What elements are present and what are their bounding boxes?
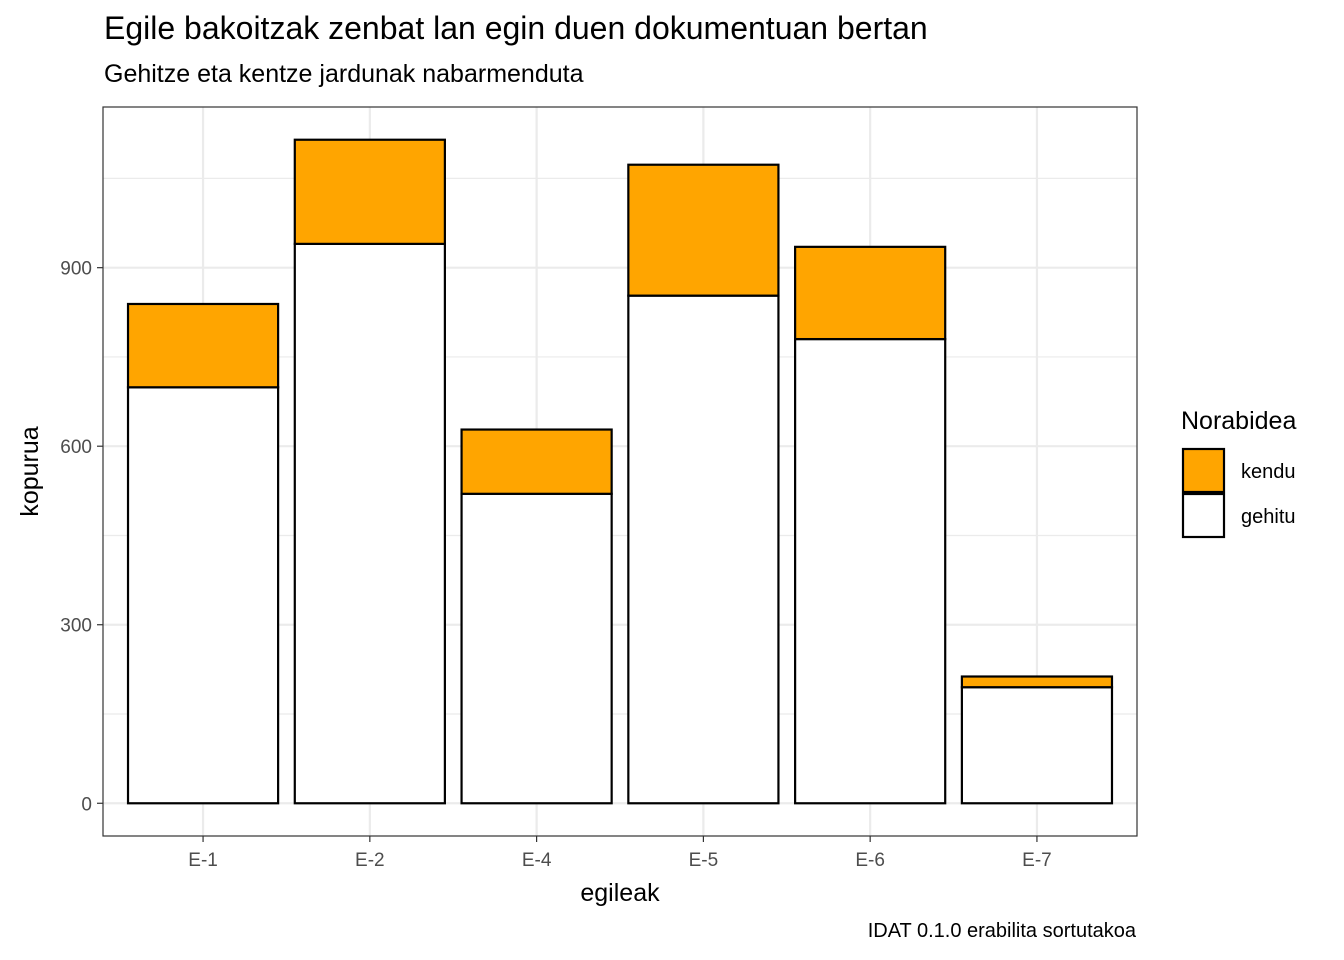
x-tick-label: E-6: [855, 850, 885, 871]
bar-gehitu-E-2: [293, 242, 446, 805]
bar-gehitu-E-6: [794, 337, 947, 805]
plot-panel-border: [102, 106, 1138, 837]
y-axis-title: kopurua: [16, 426, 44, 516]
chart-title: Egile bakoitzak zenbat lan egin duen dok…: [104, 10, 928, 46]
legend-label-kendu: kendu: [1241, 461, 1296, 483]
chart-caption: IDAT 0.1.0 erabilita sortutakoa: [867, 920, 1136, 942]
legend: Norabidea kendu gehitu: [1181, 407, 1296, 539]
y-tick-label: 0: [81, 794, 92, 815]
legend-key-kendu: [1181, 447, 1226, 494]
x-tick-label: E-4: [522, 850, 552, 871]
bar-gehitu-E-1: [126, 386, 280, 805]
y-tick-label: 900: [60, 259, 92, 280]
legend-title: Norabidea: [1181, 407, 1296, 435]
legend-label-gehitu: gehitu: [1241, 506, 1296, 528]
x-tick-label: E-1: [188, 850, 218, 871]
legend-key-gehitu: [1181, 492, 1226, 539]
bar-kendu-E-1: [126, 302, 280, 389]
bar-gehitu-E-5: [627, 294, 780, 805]
bar-kendu-E-4: [460, 428, 613, 495]
bar-gehitu-E-7: [960, 686, 1114, 805]
y-tick-label: 600: [60, 437, 92, 458]
bar-kendu-E-7: [960, 675, 1114, 689]
bar-kendu-E-6: [794, 245, 947, 341]
x-tick-label: E-2: [355, 850, 385, 871]
y-tick-label: 300: [60, 616, 92, 637]
x-axis-title: egileak: [580, 879, 660, 907]
x-tick-label: E-7: [1022, 850, 1052, 871]
bar-kendu-E-5: [627, 163, 780, 297]
axis-layer: 0 300 600 900 E-1 E-2 E-4 E-5 E-6 E-7: [60, 259, 1051, 871]
bar-layer: [126, 138, 1114, 805]
chart-subtitle: Gehitze eta kentze jardunak nabarmenduta: [104, 60, 584, 88]
x-tick-label: E-5: [689, 850, 719, 871]
bar-gehitu-E-4: [460, 492, 613, 805]
bar-kendu-E-2: [293, 138, 446, 245]
